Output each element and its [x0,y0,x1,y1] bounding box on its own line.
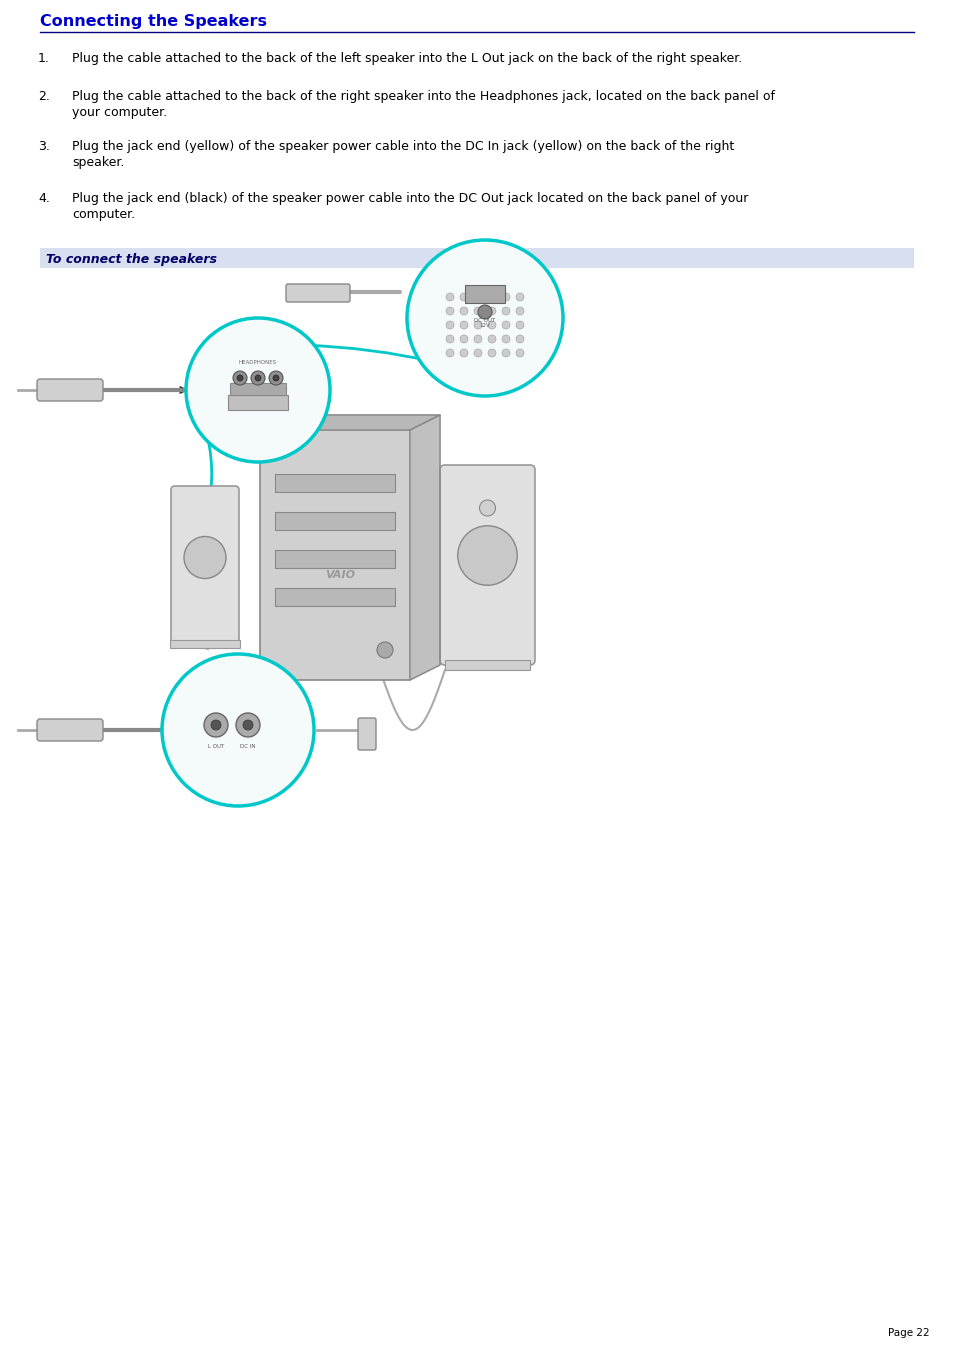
Circle shape [459,349,468,357]
Polygon shape [410,415,439,680]
Circle shape [474,322,481,330]
Circle shape [269,372,283,385]
Circle shape [501,322,510,330]
Bar [444,661,530,670]
Text: 1.: 1. [38,51,50,65]
Circle shape [474,335,481,343]
Circle shape [488,335,496,343]
Circle shape [254,376,261,381]
Text: speaker.: speaker. [71,155,124,169]
Circle shape [501,307,510,315]
Text: your computer.: your computer. [71,105,167,119]
Bar [40,249,913,267]
Circle shape [376,642,393,658]
Text: To connect the speakers: To connect the speakers [46,253,216,266]
Circle shape [516,349,523,357]
Text: HEADPHONES: HEADPHONES [238,359,276,365]
Circle shape [488,307,496,315]
Circle shape [235,713,260,738]
Bar [274,588,395,607]
Circle shape [488,293,496,301]
FancyBboxPatch shape [286,284,350,303]
Text: Plug the cable attached to the back of the right speaker into the Headphones jac: Plug the cable attached to the back of t… [71,91,774,103]
Circle shape [446,335,454,343]
Text: Plug the jack end (black) of the speaker power cable into the DC Out jack locate: Plug the jack end (black) of the speaker… [71,192,747,205]
Circle shape [243,720,253,730]
Bar [228,394,288,409]
Bar [230,382,286,394]
Text: 3.: 3. [38,141,50,153]
Circle shape [459,293,468,301]
Circle shape [474,349,481,357]
Circle shape [186,317,330,462]
Text: DC IN: DC IN [240,744,255,748]
Polygon shape [260,415,439,430]
Circle shape [501,349,510,357]
Circle shape [273,376,278,381]
Circle shape [516,335,523,343]
Circle shape [501,335,510,343]
Text: Connecting the Speakers: Connecting the Speakers [40,14,267,28]
FancyBboxPatch shape [357,717,375,750]
Circle shape [251,372,265,385]
Bar [274,474,395,492]
Bar [464,285,504,303]
Bar [274,512,395,530]
Circle shape [488,322,496,330]
Circle shape [211,720,221,730]
Circle shape [477,305,492,319]
Circle shape [479,500,495,516]
Circle shape [516,322,523,330]
Circle shape [446,349,454,357]
Circle shape [474,293,481,301]
Circle shape [184,536,226,578]
Text: L OUT: L OUT [208,744,224,748]
Circle shape [446,293,454,301]
Text: DC OUT
12V: DC OUT 12V [474,317,496,328]
Circle shape [474,307,481,315]
Text: 4.: 4. [38,192,50,205]
Circle shape [459,335,468,343]
Circle shape [162,654,314,807]
Circle shape [488,349,496,357]
Text: Page 22: Page 22 [887,1328,929,1337]
FancyBboxPatch shape [439,465,535,665]
Text: computer.: computer. [71,208,135,222]
Circle shape [204,713,228,738]
FancyBboxPatch shape [171,486,239,644]
Text: VAIO: VAIO [325,570,355,580]
Circle shape [236,376,243,381]
FancyBboxPatch shape [37,380,103,401]
Text: 2.: 2. [38,91,50,103]
Circle shape [407,240,562,396]
FancyBboxPatch shape [37,719,103,740]
Circle shape [457,526,517,585]
Bar [170,640,240,648]
Circle shape [233,372,247,385]
Circle shape [459,307,468,315]
Bar [274,550,395,567]
Circle shape [516,307,523,315]
Circle shape [501,293,510,301]
Circle shape [516,293,523,301]
Circle shape [446,322,454,330]
Text: Plug the cable attached to the back of the left speaker into the L Out jack on t: Plug the cable attached to the back of t… [71,51,741,65]
Text: Plug the jack end (yellow) of the speaker power cable into the DC In jack (yello: Plug the jack end (yellow) of the speake… [71,141,734,153]
FancyBboxPatch shape [260,430,410,680]
Circle shape [459,322,468,330]
Circle shape [446,307,454,315]
